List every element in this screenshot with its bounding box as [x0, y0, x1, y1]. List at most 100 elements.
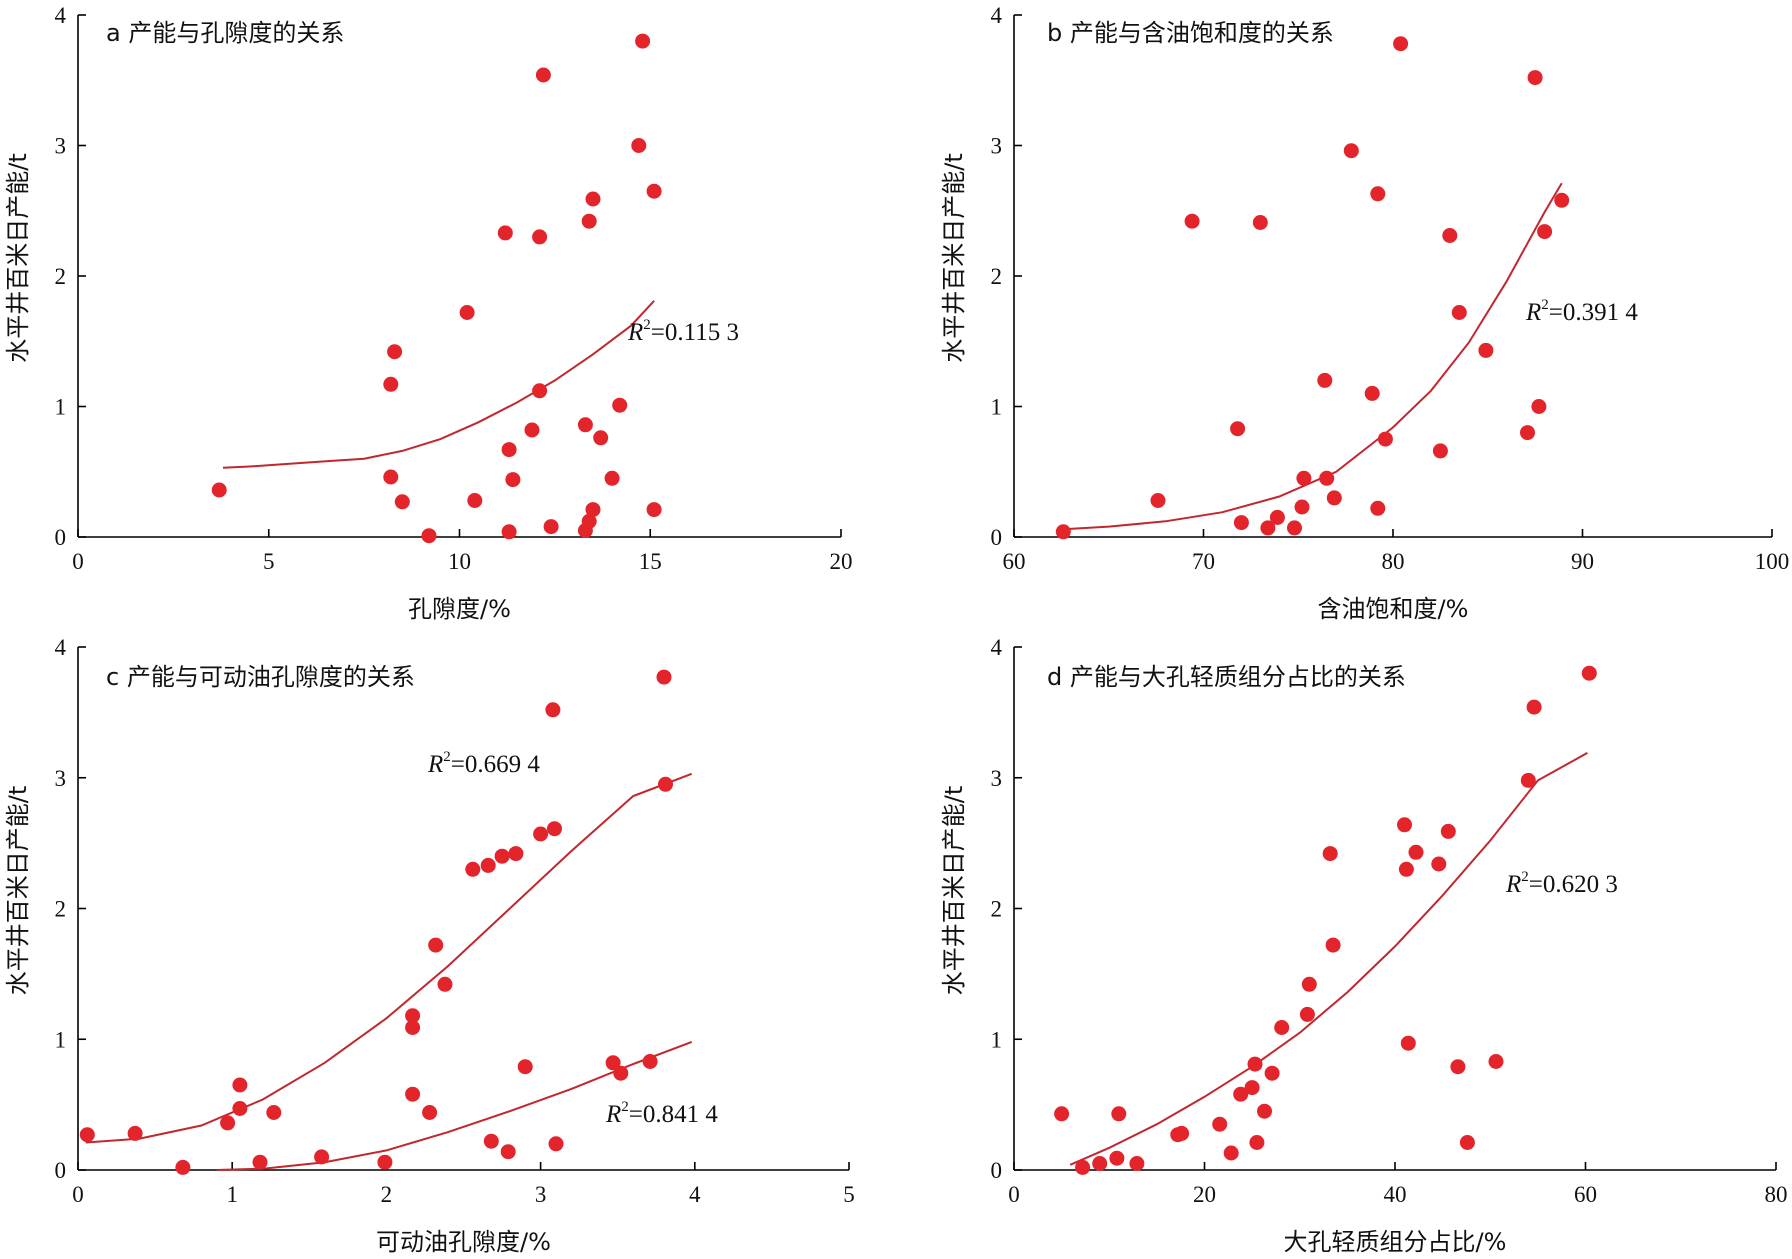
data-point	[422, 1105, 438, 1120]
data-point	[532, 383, 548, 399]
data-point	[604, 470, 620, 486]
y-tick-label: 4	[991, 635, 1003, 660]
data-point	[1109, 1150, 1125, 1166]
x-tick-label: 2	[381, 1182, 393, 1207]
r-squared-label: R2=0.669 4	[427, 749, 540, 778]
data-point	[1260, 520, 1276, 536]
data-point	[1554, 192, 1570, 208]
data-point	[1174, 1125, 1190, 1141]
trendline	[85, 772, 693, 1144]
data-point	[1322, 846, 1338, 862]
data-point	[1520, 425, 1535, 441]
r-squared-label: R2=0.391 4	[1525, 297, 1638, 326]
data-point	[1247, 1056, 1263, 1072]
data-point	[314, 1149, 330, 1165]
data-point	[1317, 372, 1333, 388]
panel-title: c 产能与可动油孔隙度的关系	[106, 663, 415, 691]
x-tick-label: 0	[72, 1182, 84, 1207]
data-point	[505, 472, 521, 488]
y-tick-label: 2	[55, 897, 67, 922]
data-point	[1440, 823, 1456, 839]
data-point	[405, 1020, 421, 1035]
data-point	[480, 857, 496, 873]
x-tick-label: 60	[1574, 1182, 1597, 1207]
data-point	[459, 305, 475, 320]
data-point	[1212, 1116, 1228, 1132]
data-point	[656, 669, 672, 685]
x-tick-label: 4	[689, 1182, 701, 1207]
data-point	[383, 469, 399, 485]
data-point	[545, 702, 561, 718]
data-point	[1488, 1054, 1504, 1069]
data-point	[1581, 665, 1597, 681]
data-point	[1223, 1145, 1239, 1161]
y-tick-label: 4	[55, 635, 67, 660]
data-point	[532, 229, 548, 245]
data-point	[1257, 1103, 1272, 1119]
panel-d: 0 20 40 60 80 0 1 2 3 4 大孔轻质组分占比/% 水平井百米日产能/t d 产能与大…	[940, 635, 1788, 1256]
y-tick-label: 3	[55, 134, 67, 159]
data-point	[483, 1133, 499, 1149]
data-point	[1398, 861, 1414, 877]
data-point	[1269, 509, 1285, 525]
data-point	[1325, 937, 1341, 953]
data-point	[1150, 493, 1166, 508]
data-point	[581, 513, 597, 529]
x-tick-label: 20	[830, 549, 853, 574]
data-point	[252, 1154, 268, 1170]
data-point	[543, 519, 559, 535]
x-tick-label: 70	[1192, 549, 1215, 574]
data-point	[1442, 228, 1458, 243]
data-point	[631, 138, 647, 153]
y-tick-label: 3	[991, 766, 1003, 791]
data-point	[1527, 70, 1543, 86]
data-point	[232, 1077, 248, 1093]
data-point	[642, 1054, 658, 1069]
data-point	[1054, 1106, 1070, 1122]
x-axis-title: 含油饱和度/%	[1318, 595, 1469, 623]
x-tick-label: 3	[535, 1182, 547, 1207]
data-point	[1252, 215, 1268, 230]
panel-title: a 产能与孔隙度的关系	[106, 19, 344, 47]
data-point	[1400, 1035, 1416, 1051]
y-axis-title: 水平井百米日产能/t	[940, 786, 968, 996]
data-point	[1537, 224, 1553, 240]
panel-title: b 产能与含油饱和度的关系	[1047, 19, 1334, 47]
r-squared-label: R2=0.115 3	[627, 317, 739, 346]
data-point	[1520, 772, 1536, 788]
data-point	[1459, 1135, 1475, 1150]
data-point	[383, 376, 399, 392]
y-tick-label: 4	[991, 3, 1003, 28]
data-point	[1393, 36, 1409, 52]
data-point	[1370, 500, 1386, 516]
trendline	[1063, 182, 1563, 531]
data-point	[1432, 443, 1448, 459]
data-point	[1264, 1065, 1280, 1081]
data-point	[1092, 1156, 1108, 1171]
data-point	[593, 430, 609, 446]
data-point	[428, 937, 444, 953]
data-point	[1111, 1106, 1127, 1122]
data-point	[1478, 342, 1494, 358]
y-tick-label: 2	[55, 264, 67, 289]
data-point	[1370, 186, 1386, 202]
y-tick-label: 1	[55, 395, 67, 420]
data-point	[211, 482, 227, 498]
data-point	[658, 776, 673, 792]
data-point	[1075, 1159, 1091, 1175]
y-tick-label: 3	[55, 766, 67, 791]
y-tick-label: 1	[991, 1027, 1003, 1052]
data-point	[405, 1086, 421, 1102]
data-point	[535, 67, 551, 83]
data-point	[1319, 470, 1335, 486]
data-point	[508, 846, 524, 862]
data-point	[127, 1125, 143, 1141]
y-tick-label: 2	[991, 264, 1003, 289]
data-point	[1233, 515, 1249, 531]
data-point	[1287, 520, 1302, 536]
data-point	[1343, 143, 1359, 159]
data-point	[175, 1159, 191, 1175]
y-tick-label: 1	[55, 1027, 67, 1052]
x-tick-label: 0	[1008, 1182, 1020, 1207]
